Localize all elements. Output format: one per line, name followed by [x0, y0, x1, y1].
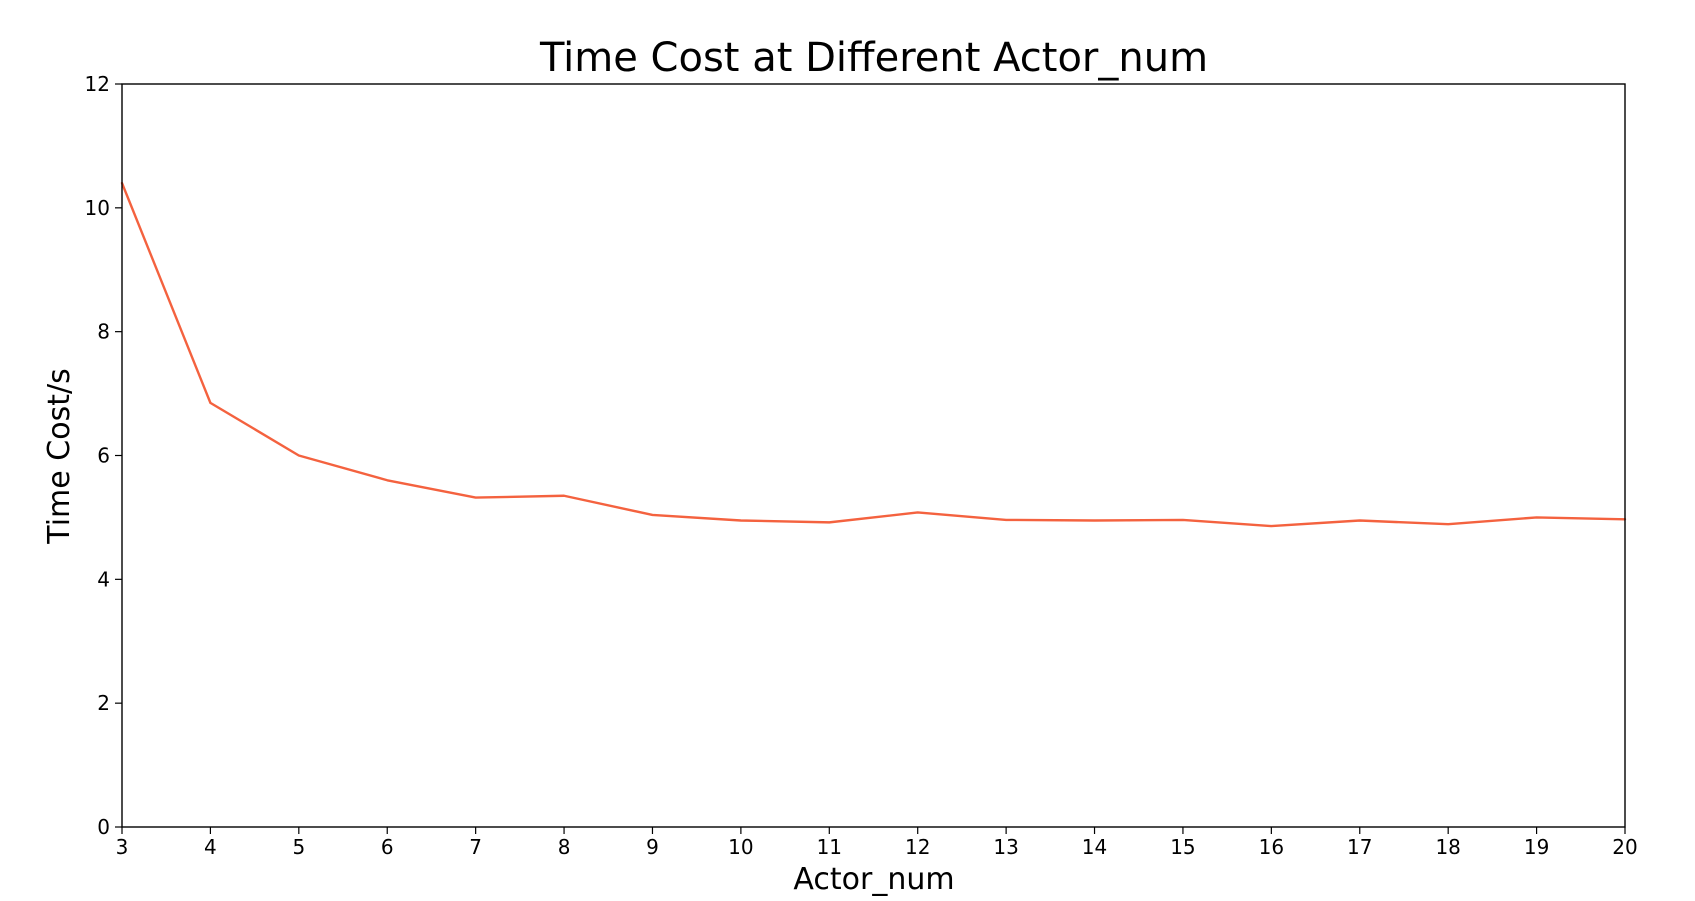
y-tick-label: 12 — [85, 72, 110, 96]
x-tick-label: 7 — [469, 835, 482, 859]
x-tick-label: 10 — [728, 835, 753, 859]
x-tick-label: 4 — [204, 835, 217, 859]
plot-frame — [121, 83, 1626, 828]
y-tick-label: 6 — [97, 444, 110, 468]
x-tick-label: 15 — [1170, 835, 1195, 859]
x-tick-label: 18 — [1435, 835, 1460, 859]
series-line-0 — [120, 181, 1627, 528]
x-tick-label: 12 — [905, 835, 930, 859]
x-axis-label: Actor_num — [793, 862, 954, 897]
x-tick-label: 17 — [1347, 835, 1372, 859]
y-tick-label: 2 — [97, 691, 110, 715]
x-tick-label: 11 — [817, 835, 842, 859]
plot-area: 3 4 5 6 7 8 9 10 11 12 13 14 15 16 17 18 19 20 0 2 4 6 8 10 12 — [85, 72, 1638, 859]
y-tick-label: 4 — [97, 567, 110, 591]
y-tick-label: 0 — [97, 815, 110, 839]
chart-title: Time Cost at Different Actor_num — [539, 35, 1208, 81]
x-tick-label: 20 — [1612, 835, 1637, 859]
x-tick-label: 6 — [381, 835, 394, 859]
x-tick-label: 3 — [116, 835, 129, 859]
x-tick-label: 13 — [993, 835, 1018, 859]
x-tick-label: 8 — [558, 835, 571, 859]
y-axis-label: Time Cost/s — [42, 368, 77, 544]
x-tick-label: 19 — [1524, 835, 1549, 859]
x-tick-label: 9 — [646, 835, 659, 859]
y-tick-label: 10 — [85, 196, 110, 220]
y-tick-label: 8 — [97, 320, 110, 344]
x-tick-label: 16 — [1259, 835, 1284, 859]
x-tick-label: 14 — [1082, 835, 1107, 859]
x-tick-label: 5 — [292, 835, 305, 859]
